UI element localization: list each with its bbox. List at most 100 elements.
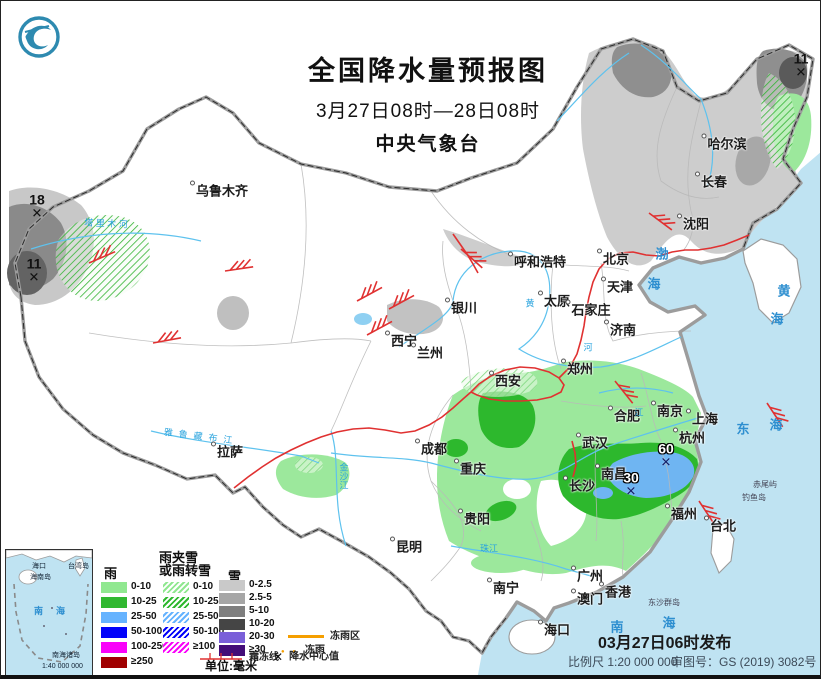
korea-peninsula <box>742 238 802 324</box>
legend-swatch <box>101 626 127 638</box>
legend-frost-line: 霜冻线 <box>199 651 279 664</box>
city-label: 乌鲁木齐 <box>190 185 248 198</box>
sea-label-huanghai: 黄 <box>777 283 791 299</box>
city-label: 海口 <box>538 624 570 637</box>
map-header: 全国降水量预报图 3月27日08时—28日08时 中央气象台 <box>228 49 628 156</box>
river-label-huanghe: 河 <box>583 342 593 353</box>
legend-precip-center: 降水中心值 <box>273 651 339 663</box>
precip-center-x-icon <box>273 651 283 663</box>
legend-range: 10-20 <box>249 618 275 630</box>
legend-symbol-label: 冻雨 <box>304 645 325 657</box>
city-label: 太原 <box>538 295 570 308</box>
sea-label-huanghai: 海 <box>770 311 784 327</box>
legend-range: 10-25 <box>193 596 219 608</box>
legend-range: ≥100 <box>193 641 216 653</box>
city-label: 西安 <box>489 375 521 388</box>
legend-symbol-label: 冻雨区 <box>330 631 360 642</box>
precip-center-value: 60 <box>658 440 674 457</box>
legend-range: ≥30 <box>249 644 266 656</box>
city-label: 拉萨 <box>211 446 243 459</box>
city-label: 贵阳 <box>458 513 490 526</box>
legend-range: 100-250 <box>131 641 168 653</box>
legend-range: 5-10 <box>249 605 270 617</box>
legend-range: 20-30 <box>249 631 275 643</box>
legend-swatch-hatched <box>163 596 189 608</box>
city-label: 沈阳 <box>677 218 709 231</box>
city-label: 成都 <box>415 443 447 456</box>
city-label: 哈尔滨 <box>701 138 746 151</box>
city-label: 澳门 <box>571 593 603 606</box>
legend-swatch <box>219 592 245 604</box>
inset-scale: 1:40 000 000 <box>42 663 83 670</box>
city-label: 长沙 <box>563 480 595 493</box>
legend-swatch <box>219 618 245 630</box>
precip-center-value: 18 <box>29 191 45 208</box>
inset-label-nanhai: 南 <box>34 606 52 616</box>
frost-line-icon <box>199 651 243 664</box>
precip-center-x-icon <box>29 207 45 220</box>
river-label-jinsha: 金沙江 <box>338 462 349 490</box>
page-title: 全国降水量预报图 <box>308 56 548 86</box>
legend-rain-title: 雨 <box>104 566 118 581</box>
legend-row: 0-10 <box>101 581 151 594</box>
legend-range: 50-100 <box>131 626 163 638</box>
legend-row: 0-10 <box>163 581 213 594</box>
inset-label-nanhai: 海 <box>56 606 74 616</box>
legend-swatch-hatched <box>163 611 189 623</box>
precip-center-marker: 30 <box>623 471 639 498</box>
legend-sleet-title: 或雨转雪 <box>159 563 212 578</box>
sea-label-donghai: 海 <box>769 417 783 433</box>
island-label-dongsha: 东沙群岛 <box>648 598 680 607</box>
inset-label-taiwan: 台湾岛 <box>68 563 89 570</box>
legend-row: 25-50 <box>101 611 157 624</box>
precip-center-value: 11 <box>793 50 809 67</box>
city-label: 兰州 <box>411 347 443 360</box>
legend-range: 2.5-5 <box>249 592 272 604</box>
issuing-agency: 中央气象台 <box>375 134 481 155</box>
sea-label-bohai: 海 <box>647 276 661 292</box>
legend-row: 10-25 <box>163 596 219 609</box>
legend-sleet-title: 雨夹雪 <box>159 550 199 565</box>
legend-swatch <box>219 631 245 643</box>
sea-label-donghai: 东 <box>736 421 750 437</box>
sea-label-nanhai: 南 <box>610 619 624 635</box>
legend-swatch <box>219 605 245 617</box>
city-label: 南昌 <box>595 468 627 481</box>
legend-row: 10-20 <box>219 618 275 631</box>
city-label: 武汉 <box>576 437 608 450</box>
city-label: 呼和浩特 <box>508 256 566 269</box>
island-label-diaoyu: 钓鱼岛 <box>742 493 766 502</box>
legend-swatch <box>219 579 245 591</box>
legend-swatch-hatched <box>163 641 189 653</box>
city-label: 南宁 <box>487 582 519 595</box>
legend-row: 2.5-5 <box>219 592 272 605</box>
legend-swatch <box>101 656 127 668</box>
city-label: 天津 <box>601 281 633 294</box>
city-label: 上海 <box>686 413 718 426</box>
legend-range: 50-100 <box>193 626 225 638</box>
legend-row: 20-30 <box>219 631 275 644</box>
legend-row: 50-100 <box>101 626 162 639</box>
cma-logo-icon <box>18 16 60 58</box>
city-label: 广州 <box>571 570 603 583</box>
legend-row: 100-250 <box>101 641 168 654</box>
city-label: 合肥 <box>608 410 640 423</box>
inset-label-haikou: 海口 <box>32 563 46 570</box>
inset-map-graphic <box>6 550 92 663</box>
legend-freezing-rain: 冻雨 <box>281 645 325 656</box>
precip-center-value: 11 <box>26 255 42 272</box>
sea-label-bohai: 渤 <box>655 246 669 262</box>
river-label-zhujiang: 珠江 <box>479 543 499 554</box>
city-label: 石家庄 <box>565 304 610 317</box>
legend-swatch-hatched <box>163 581 189 593</box>
legend-range: 0-10 <box>193 581 214 593</box>
freezing-rain-area-line-icon <box>288 634 324 638</box>
precip-center-x-icon <box>623 485 639 498</box>
island-label-chiwei: 赤尾屿 <box>753 480 777 489</box>
legend-range: 0-10 <box>131 581 152 593</box>
legend-row: 10-25 <box>101 596 157 609</box>
legend-range: 25-50 <box>131 611 157 623</box>
city-label: 银川 <box>445 302 477 315</box>
city-label: 济南 <box>604 324 636 337</box>
